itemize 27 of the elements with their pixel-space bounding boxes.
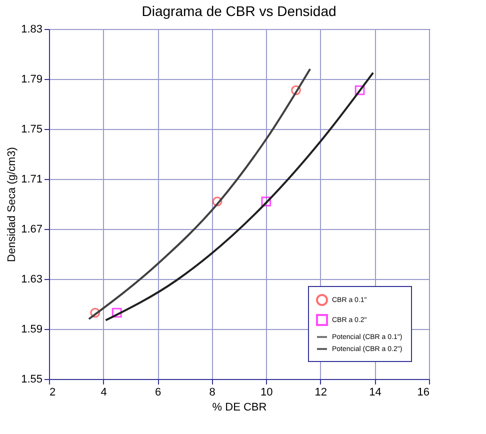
x-tick-label: 6 bbox=[155, 386, 162, 398]
point bbox=[354, 85, 365, 96]
y-tick-label: 1.71 bbox=[21, 174, 42, 186]
y-tick-label: 1.83 bbox=[21, 24, 42, 36]
y-tick-label: 1.79 bbox=[21, 74, 42, 86]
point bbox=[261, 196, 272, 206]
x-tick-label: 4 bbox=[100, 386, 107, 398]
x-tick-label: 16 bbox=[417, 386, 430, 398]
x-tick-label: 10 bbox=[260, 386, 273, 398]
line-series bbox=[88, 68, 312, 320]
x-axis-title: % DE CBR bbox=[212, 402, 267, 414]
y-tick-label: 1.55 bbox=[21, 374, 42, 386]
y-tick-label: 1.67 bbox=[21, 224, 42, 236]
point bbox=[291, 85, 301, 96]
point bbox=[90, 308, 100, 318]
x-tick-label: 8 bbox=[209, 386, 216, 398]
y-axis-title: Densidad Seca (g/cm3) bbox=[6, 147, 18, 262]
y-tick-label: 1.59 bbox=[21, 324, 42, 336]
point bbox=[212, 196, 222, 206]
x-tick-label: 14 bbox=[369, 386, 382, 398]
y-tick-label: 1.75 bbox=[21, 124, 42, 136]
x-tick-label: 12 bbox=[314, 386, 328, 398]
y-tick-label: 1.63 bbox=[21, 274, 42, 286]
point bbox=[112, 308, 122, 318]
x-tick-label: 2 bbox=[50, 386, 56, 398]
line-series bbox=[104, 72, 374, 322]
chart-title: Diagrama de CBR vs Densidad bbox=[142, 3, 336, 19]
